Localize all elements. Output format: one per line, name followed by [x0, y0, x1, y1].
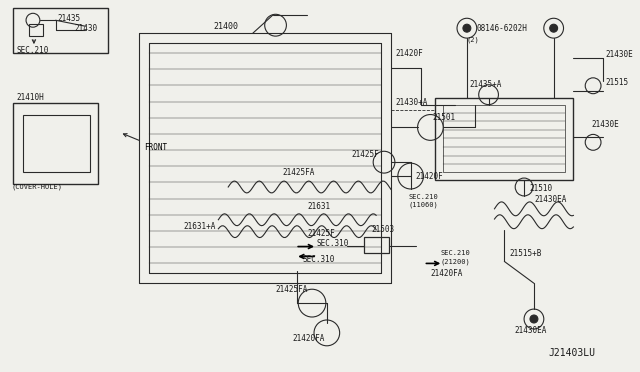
Text: 08146-6202H: 08146-6202H — [477, 24, 527, 33]
Bar — [29, 24, 43, 36]
Text: FRONT: FRONT — [124, 134, 168, 152]
Text: 21410H: 21410H — [16, 93, 44, 102]
Text: 21631: 21631 — [307, 202, 330, 211]
Text: (21200): (21200) — [440, 258, 470, 265]
Bar — [23, 115, 90, 172]
Bar — [435, 98, 573, 180]
Text: 21430EA: 21430EA — [514, 326, 547, 336]
Circle shape — [550, 24, 557, 32]
Text: SEC.210: SEC.210 — [16, 45, 49, 55]
Text: SEC.310: SEC.310 — [302, 255, 335, 264]
Text: 21430: 21430 — [74, 24, 97, 33]
Text: 21425F: 21425F — [351, 150, 380, 159]
Text: 21501: 21501 — [433, 113, 456, 122]
Text: 21420FA: 21420FA — [292, 334, 324, 343]
Text: 21425FA: 21425FA — [276, 285, 308, 294]
Text: SEC.210: SEC.210 — [440, 250, 470, 256]
Text: 21420F: 21420F — [396, 48, 424, 58]
Text: (11060): (11060) — [409, 202, 438, 208]
Bar — [444, 105, 566, 172]
Text: 21425FA: 21425FA — [282, 168, 315, 177]
Bar — [13, 103, 98, 184]
Text: 21631+A: 21631+A — [184, 222, 216, 231]
Text: 21425F: 21425F — [307, 229, 335, 238]
Text: 21430+A: 21430+A — [396, 98, 428, 107]
Text: 21510: 21510 — [529, 185, 552, 193]
Text: 21515+B: 21515+B — [509, 249, 541, 258]
Text: 21430E: 21430E — [605, 51, 633, 60]
Text: 21430E: 21430E — [591, 120, 619, 129]
Text: SEC.310: SEC.310 — [317, 239, 349, 248]
Circle shape — [463, 24, 471, 32]
Text: 21420F: 21420F — [415, 171, 444, 180]
Text: J21403LU: J21403LU — [548, 348, 596, 358]
Text: 21515: 21515 — [605, 78, 628, 87]
Text: 21430EA: 21430EA — [534, 195, 566, 204]
Text: 21400: 21400 — [213, 22, 239, 31]
Text: 21503: 21503 — [371, 225, 394, 234]
Text: (2): (2) — [467, 37, 479, 44]
Text: SEC.210: SEC.210 — [409, 194, 438, 200]
Text: (COVER-HOLE): (COVER-HOLE) — [12, 184, 62, 190]
Text: 21435: 21435 — [58, 14, 81, 23]
Text: 21420FA: 21420FA — [430, 269, 463, 278]
Bar — [364, 237, 389, 253]
Text: 21435+A: 21435+A — [470, 80, 502, 89]
Circle shape — [530, 315, 538, 323]
Bar — [13, 8, 108, 53]
